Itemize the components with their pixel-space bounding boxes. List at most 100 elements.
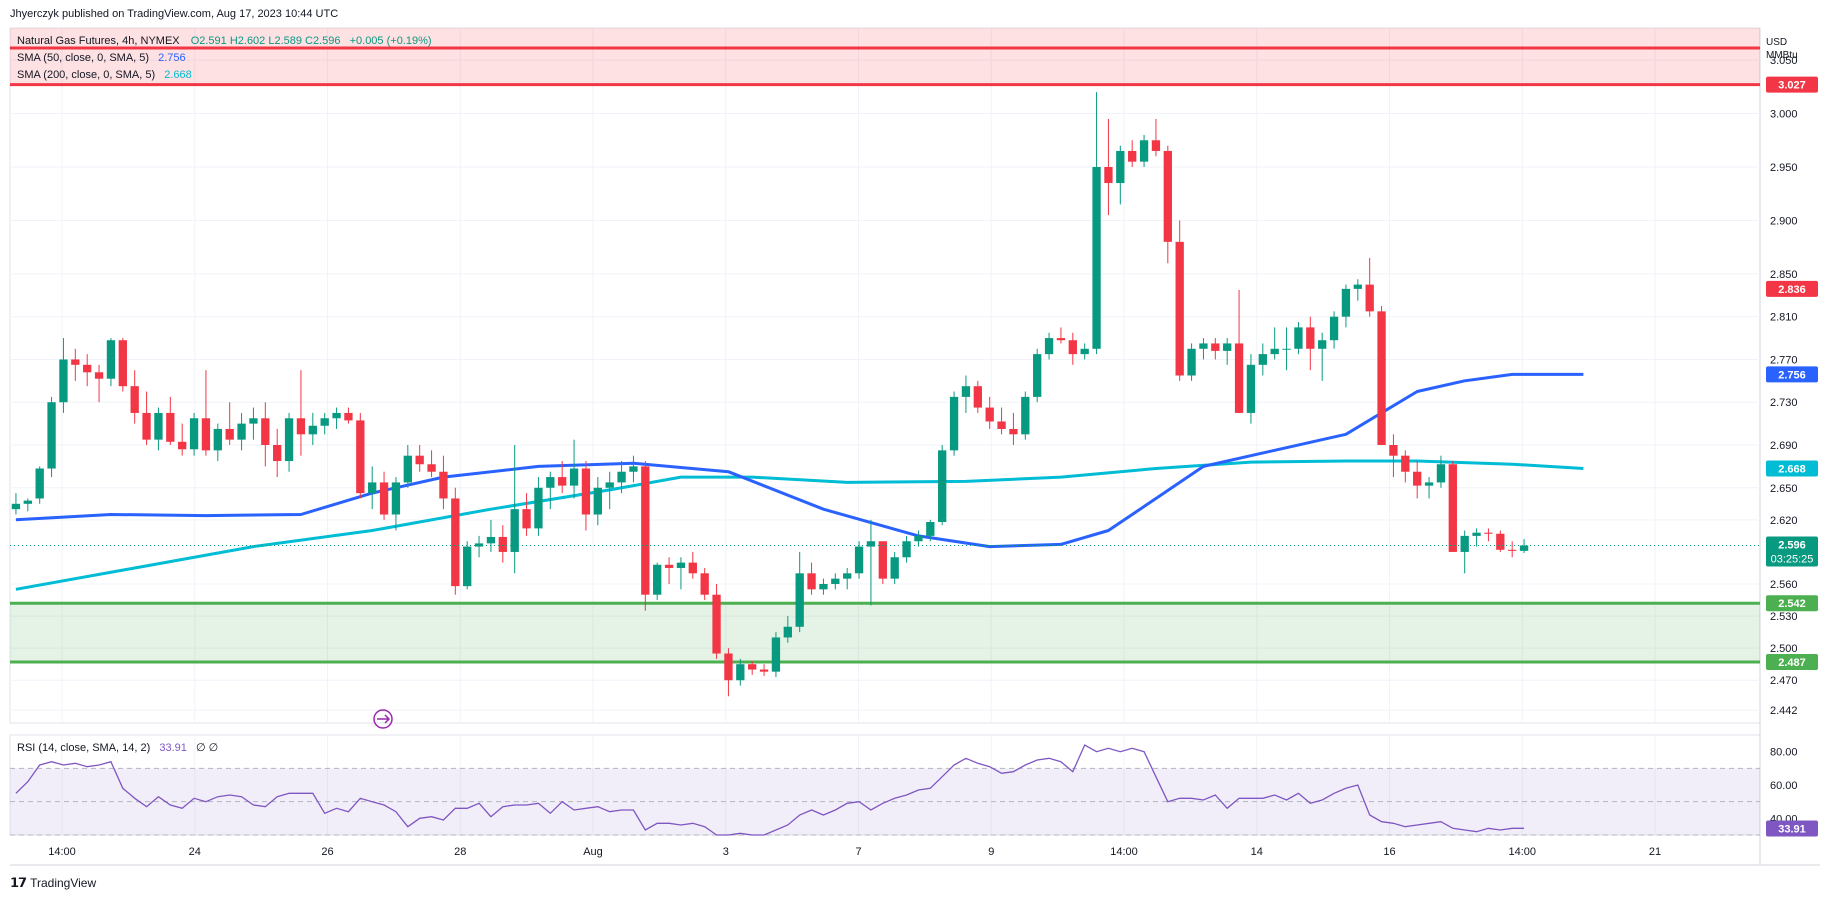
jump-arrow-icon: [377, 714, 391, 724]
candle-body: [1151, 140, 1161, 151]
candle-body: [700, 573, 709, 595]
sma50-legend[interactable]: SMA (50, close, 0, SMA, 5) 2.756: [17, 52, 186, 64]
candle-body: [736, 664, 745, 681]
candle-body: [463, 546, 472, 587]
price-level-label: 2.836: [1778, 284, 1806, 296]
candle-body: [807, 573, 816, 590]
rsi-tick-label: 80.00: [1770, 747, 1798, 759]
candle-body: [94, 372, 104, 379]
price-level-label: 2.668: [1778, 464, 1806, 476]
candle-body: [23, 500, 32, 504]
currency-unit[interactable]: USD MMBtu: [1766, 36, 1798, 62]
candle-body: [1424, 482, 1434, 486]
candle-body: [748, 664, 757, 670]
price-level-badge: [1766, 76, 1818, 93]
candle-body: [296, 418, 306, 435]
time-tick-label: 3: [723, 846, 729, 858]
last-price-label: 2.596: [1778, 540, 1806, 552]
candle-body: [498, 536, 507, 552]
rsi-line: [15, 744, 1525, 836]
candle-body: [71, 359, 80, 365]
candle-body: [1270, 348, 1279, 355]
price-level-label: 3.027: [1778, 80, 1806, 92]
candle-body: [320, 418, 329, 426]
tradingview-logo[interactable]: 𝟭𝟳 TradingView: [10, 875, 96, 891]
price-tick-label: 2.470: [1770, 675, 1798, 687]
candle-body: [1318, 340, 1327, 349]
candle-body: [843, 573, 852, 579]
candle-body: [356, 420, 365, 494]
candle-body: [332, 412, 341, 419]
candle-body: [878, 541, 887, 579]
candle-body: [783, 626, 792, 638]
candle-body: [1401, 455, 1410, 472]
candle-body: [831, 578, 840, 584]
candle-body: [712, 594, 721, 654]
currency-line1: USD: [1766, 37, 1788, 48]
sma50-value: 2.756: [158, 52, 186, 64]
candle-body: [581, 468, 591, 515]
candle-body: [534, 487, 543, 529]
candle-body: [973, 386, 982, 408]
time-tick-label: 21: [1649, 846, 1661, 858]
candle-body: [1163, 150, 1172, 242]
published-header: Jhyerczyk published on TradingView.com, …: [10, 8, 339, 20]
price-tick-label: 2.810: [1770, 312, 1798, 324]
candle-body: [1033, 354, 1042, 397]
time-tick-label: 28: [454, 846, 466, 858]
time-tick-label: 16: [1383, 846, 1395, 858]
time-tick-label: 24: [189, 846, 201, 858]
candle-body: [368, 482, 377, 494]
candle-body: [676, 562, 686, 568]
price-tick-label: 2.650: [1770, 483, 1798, 495]
candle-body: [1258, 354, 1267, 365]
sma200-legend[interactable]: SMA (200, close, 0, SMA, 5) 2.668: [17, 69, 192, 81]
price-tick-label: 2.730: [1770, 397, 1798, 409]
sma200-label: SMA (200, close, 0, SMA, 5): [17, 69, 156, 81]
symbol-name: Natural Gas Futures, 4h, NYMEX: [17, 35, 180, 47]
rsi-legend[interactable]: RSI (14, close, SMA, 14, 2) 33.91 ∅ ∅: [17, 741, 218, 754]
candle-body: [1116, 150, 1125, 184]
candle-body: [1365, 284, 1374, 312]
candle-body: [1187, 348, 1196, 376]
price-tick-label: 2.560: [1770, 579, 1798, 591]
jump-to-realtime-icon: [373, 709, 393, 729]
price-level-label: 2.756: [1778, 369, 1806, 381]
rsi-extra: ∅ ∅: [195, 742, 219, 754]
candle-body: [510, 509, 519, 552]
candle-body: [593, 487, 602, 515]
candle-body: [949, 396, 959, 451]
candle-body: [154, 412, 163, 440]
candle-body: [249, 418, 258, 424]
price-tick-label: 3.000: [1770, 109, 1798, 121]
candle-body: [403, 455, 412, 483]
price-tick-label: 2.770: [1770, 354, 1798, 366]
time-tick-label: 7: [855, 846, 861, 858]
candle-body: [1389, 445, 1398, 456]
candle-body: [201, 418, 211, 451]
price-level-badge: [1766, 366, 1818, 383]
sma200-value: 2.668: [164, 69, 192, 81]
price-level-badge: [1766, 654, 1818, 671]
ohlc-values: O2.591 H2.602 L2.589 C2.596: [190, 35, 341, 47]
candle-body: [1496, 533, 1505, 550]
candle-body: [569, 468, 579, 486]
candle-body: [819, 584, 828, 590]
candle-body: [261, 418, 270, 445]
symbol-legend[interactable]: Natural Gas Futures, 4h, NYMEX O2.591 H2…: [17, 35, 432, 47]
candle-body: [938, 450, 947, 522]
candle-body: [1044, 338, 1054, 355]
candle-body: [902, 541, 911, 558]
candle-body: [558, 477, 567, 486]
candle-body: [130, 386, 139, 413]
candle-body: [1294, 327, 1303, 349]
candle-body: [985, 407, 994, 422]
candle-body: [1377, 311, 1386, 445]
time-tick-label: 9: [988, 846, 994, 858]
candle-body: [1068, 340, 1077, 355]
candle-body: [546, 477, 555, 488]
candle-body: [1021, 396, 1030, 435]
time-tick-label: 14:00: [48, 846, 76, 858]
candle-body: [308, 425, 317, 435]
